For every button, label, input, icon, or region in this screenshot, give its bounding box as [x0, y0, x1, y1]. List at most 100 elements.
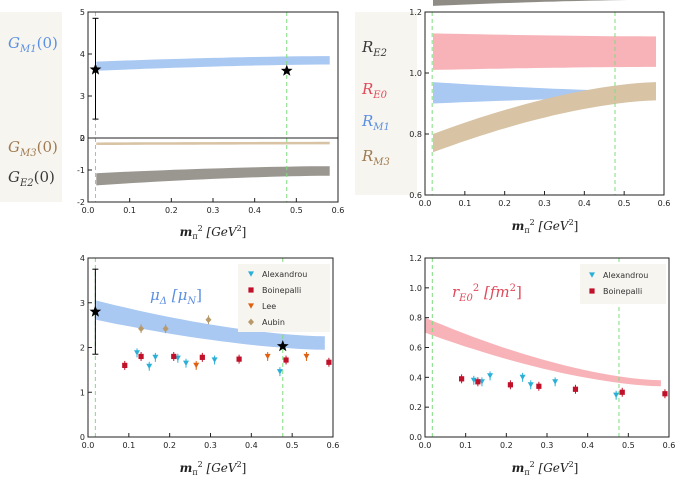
tr-label-m3-part: R	[361, 147, 373, 165]
br-ytick-label: 0.0	[409, 433, 422, 442]
br-xlabel-part: π	[524, 468, 529, 477]
bl-title-part: ]	[196, 286, 202, 304]
bl-xlabel-part: 2	[198, 460, 203, 469]
br-title: rE02 [fm2]	[452, 283, 522, 304]
br-title-part: 2	[473, 283, 479, 294]
tr-band-r_m3	[433, 82, 656, 153]
br-legend-box	[580, 264, 666, 304]
br-xlabel-part: 2	[530, 460, 535, 469]
br-legend-boinepalli: Boinepalli	[603, 287, 642, 296]
br-legend-marker-alexandrou	[589, 272, 595, 278]
bl-xtick-label: 0.2	[163, 441, 176, 450]
bl-star-0	[89, 305, 102, 317]
tl-label-m1-part: (0)	[37, 34, 58, 52]
br-xlabel-part: [GeV	[535, 461, 570, 475]
bl-legend-box	[238, 264, 330, 332]
br-boinepalli-point	[619, 389, 625, 395]
br-boinepalli-point	[459, 376, 465, 382]
bl-xtick-label: 0.1	[122, 441, 135, 450]
br-boinepalli-point	[572, 386, 579, 392]
tr-ytick-label: 0.6	[409, 191, 422, 200]
bl-xtick-label: 0.5	[286, 441, 299, 450]
tl-xlabel-part: [GeV	[203, 225, 238, 239]
bl-aubin-point	[205, 316, 212, 324]
bl-legend-boinepalli: Boinepalli	[262, 286, 301, 295]
bl-legend-lee: Lee	[262, 302, 276, 311]
tr-ytick-label: 0.8	[409, 130, 422, 139]
tr-xtick-label: 0.3	[538, 199, 551, 208]
br-ytick-label: 1.2	[409, 254, 422, 263]
tl-xlabel-part: 2	[198, 224, 203, 233]
bl-xlabel-part: π	[192, 468, 197, 477]
tr-band-r_e0	[433, 33, 656, 70]
tl-label-e2-part: E2	[19, 178, 34, 189]
tr-xtick-label: 0.5	[618, 199, 631, 208]
br-boinepalli-point	[536, 383, 542, 389]
tr-label-e2-part: E2	[372, 48, 387, 59]
tr-xtick-label: 0.2	[498, 199, 511, 208]
bl-lee-point	[264, 353, 271, 360]
tr-label-e2-part: R	[361, 38, 373, 56]
tl-upper-ytick-label: 4	[80, 50, 85, 59]
bl-alexandrou-point	[152, 354, 159, 361]
tl-band-0	[96, 56, 330, 71]
br-boinepalli-point	[507, 382, 513, 388]
bl-title-part: N	[186, 296, 197, 307]
tl-label-m1-part: G	[8, 34, 20, 52]
br-alexandrou-point	[519, 374, 526, 381]
bl-ytick-label: 0	[80, 433, 85, 442]
br-ytick-label: 0.2	[409, 403, 422, 412]
br-alexandrou-point	[470, 377, 477, 384]
br-alexandrou-point	[487, 373, 494, 379]
tl-xtick-label: 0.5	[290, 206, 303, 215]
bl-boinepalli-point	[326, 359, 332, 365]
tl-upper-ytick-label: 3	[80, 92, 85, 101]
tl-lower-ytick-label: -1	[77, 166, 85, 175]
bl-xtick-label: 0.6	[327, 441, 340, 450]
tr-xlabel-part: m	[512, 219, 525, 233]
tl-lower-ytick-label: 0	[80, 134, 85, 143]
tl-xlabel: mπ2 [GeV2]	[180, 224, 247, 241]
tr-label-m1: RM1	[361, 112, 390, 133]
tl-xlabel-part: m	[180, 225, 193, 239]
bl-alexandrou-point	[183, 360, 189, 366]
bl-legend-marker-aubin	[248, 318, 254, 326]
bl-xlabel-part: m	[180, 461, 193, 475]
tr-label-m1-part: R	[361, 112, 373, 130]
bl-title-part: [μ	[167, 286, 187, 304]
tl-label-e2-part: (0)	[34, 168, 55, 186]
bl-alexandrou-point	[211, 357, 218, 363]
br-title-part: ]	[516, 283, 522, 301]
tl-label-m3-part: M3	[19, 148, 37, 159]
br-ytick-label: 0.6	[409, 344, 422, 353]
tl-lower-band-1	[96, 166, 330, 186]
bl-boinepalli-point	[171, 353, 177, 360]
tr-band-r_e2	[433, 0, 629, 6]
br-legend-marker-boinepalli	[589, 288, 595, 294]
tl-xlabel-part: 2	[237, 224, 242, 233]
tr-label-e0-part: E0	[372, 90, 387, 101]
tr-ytick-label: 1.2	[409, 8, 422, 17]
tl-xtick-label: 0.0	[82, 206, 95, 215]
tr-xlabel-part: 2	[569, 218, 574, 227]
br-alexandrou-point	[552, 379, 559, 385]
br-boinepalli-point	[662, 391, 668, 397]
bl-band	[96, 300, 325, 350]
br-xtick-label: 0.4	[581, 441, 594, 450]
br-xlabel-part: ]	[574, 461, 579, 475]
br-xtick-label: 0.2	[500, 441, 513, 450]
br-alexandrou-point	[613, 392, 620, 399]
tl-label-m3: GM3(0)	[8, 138, 58, 159]
br-title-part: [fm	[479, 283, 509, 301]
tl-lower-band-0	[96, 141, 330, 145]
br-alexandrou-point	[527, 382, 534, 388]
tl-xlabel-part: π	[192, 232, 197, 241]
tl-upper-ytick-label: 5	[80, 8, 85, 17]
tr-label-m3-part: M3	[372, 157, 390, 168]
tr-label-e0: RE0	[361, 80, 388, 101]
br-boinepalli-point	[475, 379, 481, 385]
bl-xlabel-part: [GeV	[203, 461, 238, 475]
bl-legend-marker-boinepalli	[248, 287, 254, 293]
bl-boinepalli-point	[122, 362, 128, 368]
